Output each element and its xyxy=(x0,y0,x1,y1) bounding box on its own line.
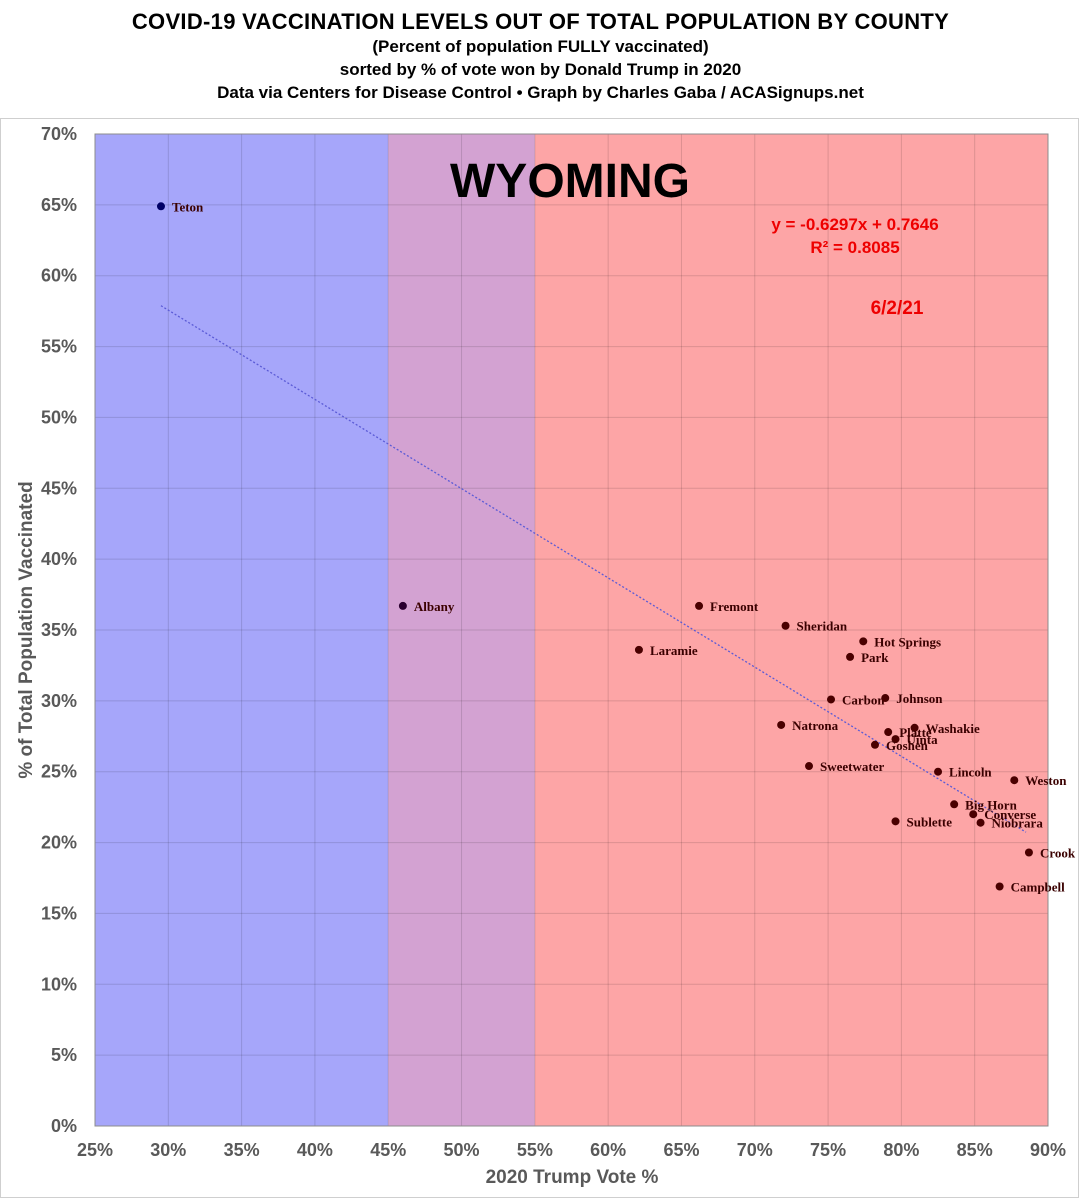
y-tick-label: 50% xyxy=(41,407,77,427)
x-axis-title: 2020 Trump Vote % xyxy=(486,1167,659,1188)
data-point-label: Sheridan xyxy=(797,619,848,634)
data-point xyxy=(934,767,943,776)
chart-subtitle-2: sorted by % of vote won by Donald Trump … xyxy=(339,60,742,79)
data-point xyxy=(881,694,890,703)
band-2 xyxy=(534,134,1048,1126)
x-tick-label: 40% xyxy=(297,1140,333,1160)
trend-equation: y = -0.6297x + 0.7646 xyxy=(771,215,938,234)
data-point-label: Lincoln xyxy=(949,765,992,780)
x-axis-ticks: 25% 30% 35% 40% 45% 50% 55% 60% 65% 70% 75% 80% 85% 9… xyxy=(77,1140,1066,1160)
plot-area-border xyxy=(94,133,1049,1127)
data-point-label: Goshen xyxy=(886,738,929,753)
y-axis-title: % of Total Population Vaccinated xyxy=(16,481,37,778)
data-points: Teton Albany Laramie Fremont Sheridan Hot Spr… xyxy=(156,199,1076,895)
data-point xyxy=(777,720,786,729)
data-point-label: Platte xyxy=(899,725,932,740)
data-point-label: Johnson xyxy=(896,691,943,706)
data-point xyxy=(995,882,1004,891)
x-tick-label: 80% xyxy=(883,1140,919,1160)
data-point xyxy=(846,652,855,661)
data-point-label: Fremont xyxy=(710,599,759,614)
state-label: WYOMING xyxy=(450,155,690,208)
data-point xyxy=(1024,848,1033,857)
data-point xyxy=(156,202,165,211)
x-tick-label: 85% xyxy=(957,1140,993,1160)
data-point xyxy=(398,601,407,610)
data-point-label: Sublette xyxy=(907,814,953,829)
y-tick-label: 15% xyxy=(41,903,77,923)
y-tick-label: 10% xyxy=(41,974,77,994)
x-tick-label: 75% xyxy=(810,1140,846,1160)
chart-date: 6/2/21 xyxy=(871,298,924,319)
data-point xyxy=(969,810,978,819)
data-point xyxy=(1010,776,1019,785)
chart-title: COVID-19 VACCINATION LEVELS OUT OF TOTAL… xyxy=(131,9,950,34)
y-tick-label: 60% xyxy=(41,266,77,286)
y-tick-label: 5% xyxy=(51,1045,77,1065)
data-point-label: Niobrara xyxy=(992,816,1044,831)
chart-subtitle-1: (Percent of population FULLY vaccinated) xyxy=(372,37,709,56)
data-point-label: Natrona xyxy=(792,718,838,733)
data-point-label: Carbon xyxy=(842,692,885,707)
data-point-label: Crook xyxy=(1040,845,1076,860)
data-point xyxy=(859,637,868,646)
data-point xyxy=(827,695,836,704)
data-point xyxy=(805,762,814,771)
x-tick-label: 60% xyxy=(590,1140,626,1160)
data-point-label: Converse xyxy=(984,807,1036,822)
x-tick-label: 65% xyxy=(663,1140,699,1160)
x-tick-label: 55% xyxy=(517,1140,553,1160)
data-point-label: Uinta xyxy=(907,732,939,747)
data-point-label: Laramie xyxy=(650,643,698,658)
data-point xyxy=(634,645,643,654)
data-point-label: Weston xyxy=(1025,773,1067,788)
y-tick-label: 25% xyxy=(41,762,77,782)
data-point-label: Park xyxy=(861,650,889,665)
data-point xyxy=(891,735,900,744)
trendline xyxy=(160,305,1027,833)
data-point xyxy=(910,723,919,732)
x-tick-label: 25% xyxy=(77,1140,113,1160)
data-point xyxy=(781,621,790,630)
data-point xyxy=(976,818,985,827)
y-tick-label: 40% xyxy=(41,549,77,569)
data-point xyxy=(695,601,704,610)
y-tick-label: 65% xyxy=(41,195,77,215)
data-point xyxy=(884,728,893,737)
data-point xyxy=(870,740,879,749)
data-point-label: Teton xyxy=(172,199,204,214)
plot-frame xyxy=(0,118,1079,1198)
y-tick-label: 35% xyxy=(41,620,77,640)
band-0 xyxy=(95,134,389,1126)
data-point-label: Sweetwater xyxy=(820,759,884,774)
y-tick-label: 30% xyxy=(41,691,77,711)
chart-subtitle-3: Data via Centers for Disease Control • G… xyxy=(217,83,864,102)
trend-r-squared: R² = 0.8085 xyxy=(810,238,899,257)
x-tick-label: 50% xyxy=(444,1140,480,1160)
data-point xyxy=(950,800,959,809)
y-tick-label: 45% xyxy=(41,478,77,498)
y-tick-label: 70% xyxy=(41,124,77,144)
data-point-label: Washakie xyxy=(926,721,980,736)
y-tick-label: 55% xyxy=(41,337,77,357)
x-tick-label: 90% xyxy=(1030,1140,1066,1160)
band-1 xyxy=(388,134,535,1126)
x-tick-label: 35% xyxy=(224,1140,260,1160)
y-tick-label: 0% xyxy=(51,1116,77,1136)
y-axis-ticks: 0% 5% 10% 15% 20% 25% 30% 35% 40% 45% 50% 55% 60% 65%… xyxy=(41,124,77,1136)
data-point xyxy=(891,817,900,826)
data-point-label: Albany xyxy=(414,599,455,614)
data-point-label: Big Horn xyxy=(965,797,1017,812)
data-point-label: Campbell xyxy=(1011,880,1066,895)
y-tick-label: 20% xyxy=(41,833,77,853)
x-tick-label: 30% xyxy=(150,1140,186,1160)
vote-bands xyxy=(95,134,1048,1126)
chart-header: COVID-19 VACCINATION LEVELS OUT OF TOTAL… xyxy=(0,8,1081,104)
x-tick-label: 45% xyxy=(370,1140,406,1160)
data-point-label: Hot Springs xyxy=(874,634,941,649)
x-tick-label: 70% xyxy=(737,1140,773,1160)
